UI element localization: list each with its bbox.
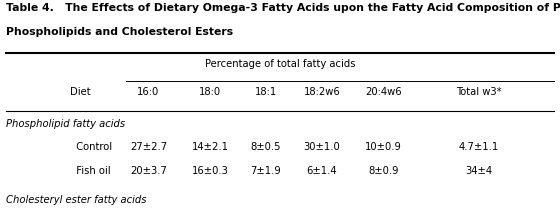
Text: 16±0.3: 16±0.3 [192,166,228,176]
Text: 18:1: 18:1 [255,87,277,97]
Text: 18:2w6: 18:2w6 [304,87,340,97]
Text: Cholesteryl ester fatty acids: Cholesteryl ester fatty acids [6,195,146,205]
Text: Phospholipid fatty acids: Phospholipid fatty acids [6,119,125,129]
Text: 30±1.0: 30±1.0 [304,142,340,152]
Text: Control: Control [70,142,112,152]
Text: 20:4w6: 20:4w6 [365,87,402,97]
Text: Phospholipids and Cholesterol Esters: Phospholipids and Cholesterol Esters [6,27,233,37]
Text: 8±0.5: 8±0.5 [251,142,281,152]
Text: Total w3*: Total w3* [456,87,502,97]
Text: Fish oil: Fish oil [70,166,111,176]
Text: 34±4: 34±4 [465,166,492,176]
Text: 10±0.9: 10±0.9 [365,142,402,152]
Text: 16:0: 16:0 [137,87,160,97]
Text: 27±2.7: 27±2.7 [130,142,167,152]
Text: 14±2.1: 14±2.1 [192,142,228,152]
Text: 4.7±1.1: 4.7±1.1 [459,142,499,152]
Text: 6±1.4: 6±1.4 [307,166,337,176]
Text: Percentage of total fatty acids: Percentage of total fatty acids [205,59,355,69]
Text: 18:0: 18:0 [199,87,221,97]
Text: 8±0.9: 8±0.9 [368,166,399,176]
Text: 7±1.9: 7±1.9 [251,166,281,176]
Text: Diet: Diet [70,87,91,97]
Text: 20±3.7: 20±3.7 [130,166,167,176]
Text: Table 4.   The Effects of Dietary Omega-3 Fatty Acids upon the Fatty Acid Compos: Table 4. The Effects of Dietary Omega-3 … [6,3,560,13]
